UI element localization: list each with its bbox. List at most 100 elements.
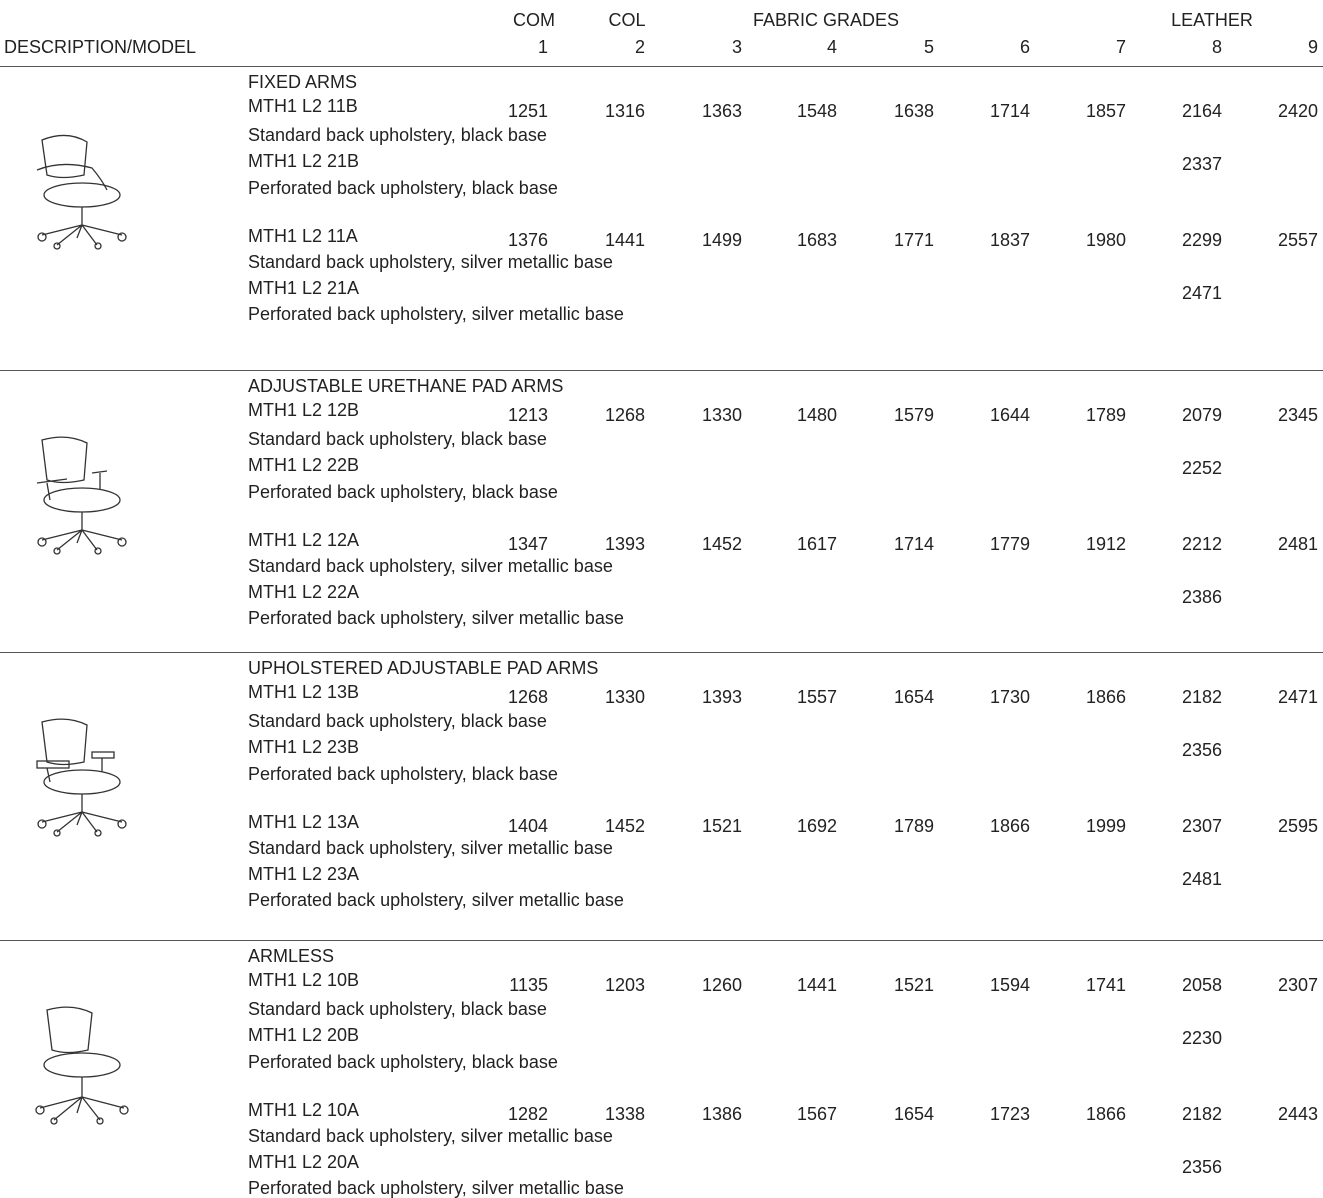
- section-divider: [0, 370, 1323, 371]
- price: 1521: [701, 816, 742, 836]
- model-code: MTH1 L2 12A: [248, 530, 360, 550]
- price: 1779: [989, 534, 1030, 554]
- model-code: MTH1 L2 11B: [248, 96, 358, 116]
- column-number: 1: [537, 37, 548, 57]
- model-code: MTH1 L2 10A: [248, 1100, 360, 1120]
- model-code: MTH1 L2 22A: [248, 582, 360, 602]
- price: 2356: [1181, 1157, 1222, 1177]
- price: 1723: [989, 1104, 1030, 1124]
- price: 1404: [507, 816, 548, 836]
- column-number: 8: [1211, 37, 1222, 57]
- section-divider: [0, 66, 1323, 67]
- price: 1480: [796, 405, 837, 425]
- price: 1866: [1085, 687, 1126, 707]
- column-number: 6: [1019, 37, 1030, 57]
- price: 1521: [893, 975, 934, 995]
- price: 1857: [1085, 101, 1126, 121]
- price: 1338: [604, 1104, 645, 1124]
- price: 1213: [507, 405, 548, 425]
- model-description: Perforated back upholstery, silver metal…: [248, 890, 624, 910]
- price: 2557: [1277, 230, 1318, 250]
- model-description: Perforated back upholstery, black base: [248, 178, 558, 198]
- price: 1654: [893, 687, 934, 707]
- price: 2182: [1181, 1104, 1222, 1124]
- section-title: UPHOLSTERED ADJUSTABLE PAD ARMS: [248, 658, 599, 678]
- column-number: 2: [634, 37, 645, 57]
- price: 1268: [507, 687, 548, 707]
- model-description: Standard back upholstery, silver metalli…: [248, 252, 613, 272]
- price: 1567: [796, 1104, 837, 1124]
- chair-illustration: [36, 718, 127, 837]
- group-label: LEATHER: [1171, 10, 1253, 30]
- model-code: MTH1 L2 20B: [248, 1025, 360, 1045]
- model-code: MTH1 L2 21A: [248, 278, 360, 298]
- price: 1393: [604, 534, 645, 554]
- model-code: MTH1 L2 22B: [248, 455, 360, 475]
- model-code: MTH1 L2 10B: [248, 970, 360, 990]
- price: 1330: [701, 405, 742, 425]
- section-title: FIXED ARMS: [248, 72, 358, 92]
- price: 1714: [893, 534, 934, 554]
- column-number: 5: [923, 37, 934, 57]
- price: 1638: [893, 101, 934, 121]
- price: 1330: [604, 687, 645, 707]
- price: 2443: [1277, 1104, 1318, 1124]
- model-description: Standard back upholstery, silver metalli…: [248, 838, 613, 858]
- column-number: 9: [1307, 37, 1318, 57]
- price: 2182: [1181, 687, 1222, 707]
- price: 1692: [796, 816, 837, 836]
- price: 1441: [796, 975, 837, 995]
- price: 2481: [1277, 534, 1318, 554]
- chair-illustration: [36, 134, 127, 250]
- model-code: MTH1 L2 23A: [248, 864, 360, 884]
- model-description: Standard back upholstery, silver metalli…: [248, 1126, 613, 1146]
- price: 2307: [1277, 975, 1318, 995]
- group-label: COM: [513, 10, 555, 30]
- price: 2307: [1181, 816, 1222, 836]
- model-description: Standard back upholstery, black base: [248, 999, 547, 1019]
- section-title: ARMLESS: [248, 946, 335, 966]
- section-title: ADJUSTABLE URETHANE PAD ARMS: [248, 376, 564, 396]
- price: 1771: [893, 230, 934, 250]
- price: 1260: [701, 975, 742, 995]
- price: 1376: [507, 230, 548, 250]
- model-description: Perforated back upholstery, silver metal…: [248, 608, 624, 628]
- price: 2299: [1181, 230, 1222, 250]
- price: 2356: [1181, 740, 1222, 760]
- price: 2420: [1277, 101, 1318, 121]
- price: 1683: [796, 230, 837, 250]
- price: 1452: [701, 534, 742, 554]
- price: 2212: [1181, 534, 1222, 554]
- price: 1452: [604, 816, 645, 836]
- model-code: MTH1 L2 21B: [248, 151, 360, 171]
- price: 1268: [604, 405, 645, 425]
- header-label: DESCRIPTION/MODEL: [4, 37, 197, 57]
- model-code: MTH1 L2 13A: [248, 812, 360, 832]
- model-code: MTH1 L2 12B: [248, 400, 360, 420]
- price: 1441: [604, 230, 645, 250]
- price: 1912: [1085, 534, 1126, 554]
- price: 1789: [893, 816, 934, 836]
- price: 1363: [701, 101, 742, 121]
- chair-illustration: [36, 436, 127, 555]
- price: 1866: [1085, 1104, 1126, 1124]
- model-description: Standard back upholstery, black base: [248, 711, 547, 731]
- price: 1316: [604, 101, 645, 121]
- price: 1789: [1085, 405, 1126, 425]
- price: 2079: [1181, 405, 1222, 425]
- price: 2345: [1277, 405, 1318, 425]
- price: 2164: [1181, 101, 1222, 121]
- price: 1654: [893, 1104, 934, 1124]
- model-code: MTH1 L2 23B: [248, 737, 360, 757]
- price: 1741: [1085, 975, 1126, 995]
- price: 1980: [1085, 230, 1126, 250]
- price: 1251: [507, 101, 548, 121]
- price: 1135: [509, 975, 548, 995]
- price: 2230: [1181, 1028, 1222, 1048]
- price: 2481: [1181, 869, 1222, 889]
- price: 2471: [1277, 687, 1318, 707]
- model-description: Perforated back upholstery, black base: [248, 764, 558, 784]
- price: 1386: [701, 1104, 742, 1124]
- price: 1557: [796, 687, 837, 707]
- price: 1999: [1085, 816, 1126, 836]
